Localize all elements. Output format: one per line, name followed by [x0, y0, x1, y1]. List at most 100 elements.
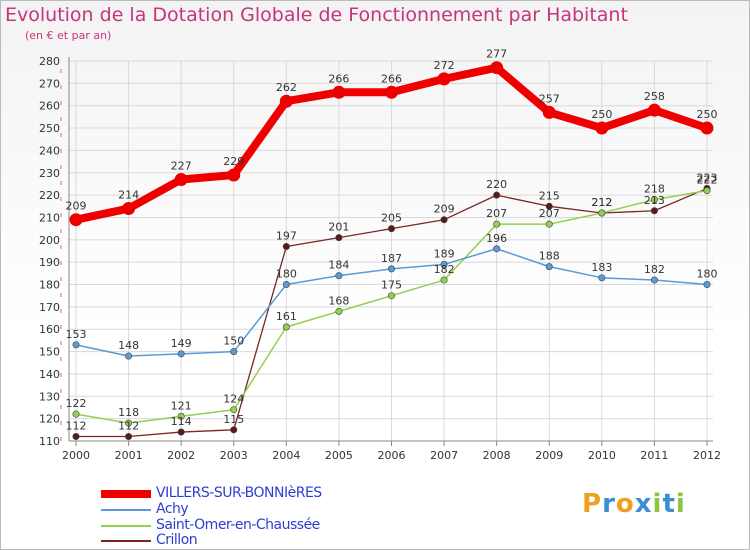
y-tick-label-160: 160 [39, 323, 60, 336]
data-label-achy-2011: 182 [644, 263, 665, 276]
data-point-saint-omer-2000 [72, 410, 80, 418]
data-point-crillon-2005 [335, 234, 343, 242]
data-label-crillon-2004: 197 [276, 230, 297, 243]
x-tick-label-2001: 2001 [115, 449, 143, 462]
data-point-crillon-2004 [282, 243, 290, 251]
grid-layer [69, 60, 713, 442]
data-label-crillon-2006: 205 [381, 212, 402, 225]
data-point-crillon-2011 [650, 207, 658, 215]
legend-swatch-villers [101, 490, 151, 498]
y-tick-label-270: 270 [39, 77, 60, 90]
axis-layer: 110 120 130 140 150 160 170 180 190 200 210 220 230 2… [39, 55, 721, 462]
data-point-achy-2001 [125, 352, 133, 360]
x-tick-label-2005: 2005 [325, 449, 353, 462]
y-tick-label-130: 130 [39, 390, 60, 403]
y-tick-label-220: 220 [39, 189, 60, 202]
x-tick-label-2000: 2000 [62, 449, 90, 462]
logo-letter: t [662, 489, 676, 519]
y-tick-label-210: 210 [39, 211, 60, 224]
data-point-achy-2007 [440, 260, 448, 268]
data-label-villers-2009: 257 [539, 92, 560, 105]
chart-subtitle: (en € et par an) [25, 29, 112, 42]
y-tick-label-200: 200 [39, 234, 60, 247]
data-label-saint-omer-2007: 182 [434, 263, 455, 276]
data-point-achy-2003 [230, 348, 238, 356]
y-tick-label-170: 170 [39, 301, 60, 314]
data-point-crillon-2003 [230, 426, 238, 434]
data-point-villers-2003 [227, 168, 241, 182]
x-tick-label-2010: 2010 [588, 449, 616, 462]
data-label-villers-2010: 250 [591, 108, 612, 121]
y-tick-label-120: 120 [39, 413, 60, 426]
legend-label-achy: Achy [156, 501, 189, 517]
logo-letter: r [602, 489, 616, 519]
data-label-crillon-2005: 201 [328, 221, 349, 234]
data-label-saint-omer-2011: 218 [644, 183, 665, 196]
data-label-villers-2005: 266 [328, 72, 349, 85]
data-point-saint-omer-2004 [282, 323, 290, 331]
data-label-achy-2009: 188 [539, 250, 560, 263]
data-label-crillon-2011: 213 [644, 194, 665, 207]
data-point-saint-omer-2011 [650, 196, 658, 204]
data-point-villers-2006 [385, 85, 398, 99]
data-label-crillon-2010: 212 [591, 196, 612, 209]
data-label-achy-2004: 180 [276, 268, 297, 281]
logo-letter: x [634, 489, 653, 519]
data-label-achy-2002: 149 [171, 337, 192, 350]
data-point-achy-2012 [703, 281, 711, 289]
y-tick-label-110: 110 [39, 435, 60, 448]
data-point-villers-2005 [332, 85, 346, 99]
legend-label-crillon: Crillon [156, 532, 198, 548]
data-point-achy-2006 [387, 265, 395, 273]
data-label-villers-2002: 227 [171, 159, 192, 172]
legend-swatch-achy [101, 509, 151, 511]
data-label-crillon-2002: 114 [171, 415, 192, 428]
x-tick-label-2011: 2011 [640, 449, 668, 462]
data-point-villers-2001 [122, 202, 136, 216]
data-label-crillon-2009: 215 [539, 189, 560, 202]
data-point-achy-2008 [493, 245, 501, 253]
data-point-crillon-2008 [493, 191, 501, 199]
data-label-achy-2000: 153 [66, 328, 87, 341]
data-point-saint-omer-2002 [177, 412, 185, 420]
data-label-saint-omer-2006: 175 [381, 279, 402, 292]
data-point-achy-2011 [650, 276, 658, 284]
data-point-saint-omer-2006 [387, 292, 395, 300]
y-tick-label-180: 180 [39, 279, 60, 292]
legend-swatch-saint-omer [101, 525, 151, 527]
data-label-saint-omer-2008: 207 [486, 207, 507, 220]
data-point-saint-omer-2005 [335, 307, 343, 315]
data-label-crillon-2012: 223 [697, 171, 718, 184]
data-label-saint-omer-2001: 118 [118, 406, 139, 419]
chart-title: Evolution de la Dotation Globale de Fonc… [5, 4, 628, 26]
x-tick-label-2009: 2009 [535, 449, 563, 462]
data-label-achy-2012: 180 [697, 268, 718, 281]
data-point-crillon-2000 [72, 433, 80, 441]
logo-letter: P [582, 489, 603, 519]
data-point-villers-2007 [437, 72, 451, 86]
legend-label-saint-omer: Saint-Omer-en-Chaussée [156, 517, 320, 533]
data-point-achy-2004 [282, 281, 290, 289]
data-label-villers-2012: 250 [697, 108, 718, 121]
data-label-saint-omer-2012: 222 [697, 174, 718, 187]
data-label-saint-omer-2010: 212 [591, 196, 612, 209]
x-tick-label-2008: 2008 [483, 449, 511, 462]
y-tick-label-250: 250 [39, 122, 60, 135]
y-tick-label-280: 280 [39, 55, 60, 68]
x-tick-label-2003: 2003 [220, 449, 248, 462]
data-label-saint-omer-2002: 121 [171, 399, 192, 412]
data-label-achy-2003: 150 [223, 335, 244, 348]
data-point-achy-2000 [72, 341, 80, 349]
data-point-crillon-2009 [545, 202, 553, 210]
data-label-achy-2006: 187 [381, 252, 402, 265]
data-point-crillon-2002 [177, 428, 185, 436]
data-point-saint-omer-2010 [598, 209, 606, 217]
data-label-crillon-2003: 115 [223, 413, 244, 426]
y-tick-label-150: 150 [39, 346, 60, 359]
legend-swatch-crillon [101, 540, 151, 542]
data-point-villers-2012 [700, 121, 714, 135]
data-point-crillon-2006 [387, 225, 395, 233]
data-label-villers-2004: 262 [276, 81, 297, 94]
data-point-villers-2010 [595, 121, 609, 135]
